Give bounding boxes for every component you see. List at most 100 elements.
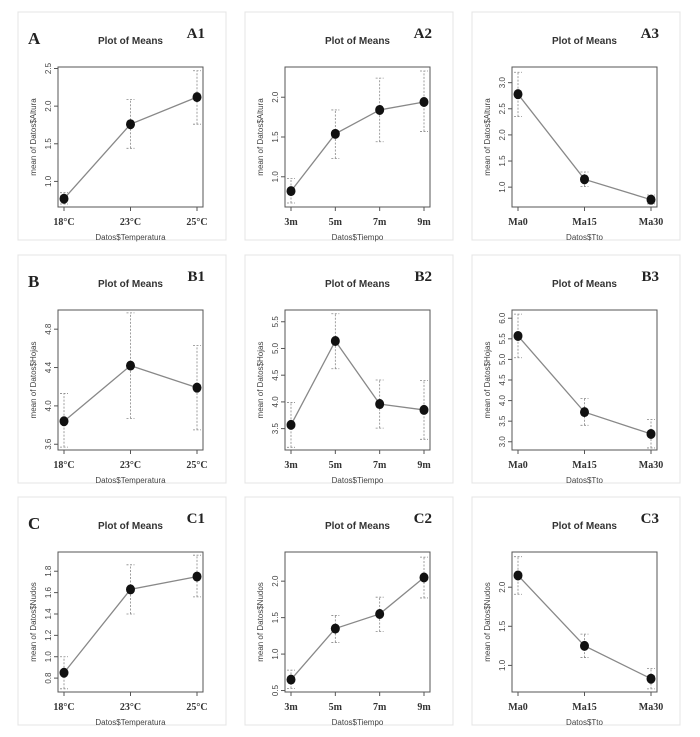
panel-border xyxy=(17,254,227,484)
panel-border xyxy=(244,496,454,726)
panel-label: B3 xyxy=(641,269,659,285)
chart-title: Plot of Means xyxy=(325,279,390,290)
chart-title: Plot of Means xyxy=(325,521,390,532)
x-tick-label: 18°C xyxy=(53,702,74,713)
row-label: C xyxy=(28,514,40,533)
x-tick-label: Ma0 xyxy=(508,702,527,713)
panel-b1: B Plot of Means B1 3.6 4.0 4.4 4.8 mean of Dato… xyxy=(17,254,227,485)
row-label: B xyxy=(28,272,39,291)
chart-title: Plot of Means xyxy=(552,36,617,47)
x-tick-label: 5m xyxy=(329,702,343,713)
chart-title: Plot of Means xyxy=(98,36,163,47)
panel-b2: Plot of Means B2 3.5 4.0 4.5 5.0 5.5 mean of Da… xyxy=(244,254,454,485)
mean-line xyxy=(290,577,425,681)
y-tick-label: 1.0 xyxy=(498,659,507,671)
y-tick-label: 5.5 xyxy=(271,316,280,328)
y-axis-label: mean of Datos$Hojas xyxy=(483,342,492,419)
x-axis-label: Datos$Tto xyxy=(566,476,603,485)
y-tick-label: 2.0 xyxy=(498,129,507,141)
panel-c3: Plot of Means C3 1.0 1.5 2.0 mean of Datos$Nu… xyxy=(471,496,681,727)
x-axis-label: Datos$Temperatura xyxy=(95,233,166,242)
y-tick-label: 3.5 xyxy=(271,423,280,435)
y-tick-label: 5.5 xyxy=(498,333,507,345)
mean-point xyxy=(286,186,296,197)
x-tick-label: Ma30 xyxy=(639,460,663,471)
x-tick-label: 18°C xyxy=(53,217,74,228)
mean-point xyxy=(126,119,135,130)
x-tick-label: Ma0 xyxy=(508,217,527,228)
mean-point xyxy=(286,674,296,685)
y-tick-label: 1.0 xyxy=(44,175,53,187)
mean-line xyxy=(290,339,425,426)
x-axis-label: Datos$Tiempo xyxy=(332,476,384,485)
panel-label: A2 xyxy=(414,26,432,42)
mean-point xyxy=(330,335,340,346)
y-axis-label: mean of Datos$Nudos xyxy=(256,582,265,662)
y-tick-label: 1.0 xyxy=(271,171,280,183)
panel-a2: Plot of Means A2 1.0 1.5 2.0 mean of Datos$Al… xyxy=(244,11,454,242)
y-axis-label: mean of Datos$Hojas xyxy=(29,342,38,419)
mean-point xyxy=(330,623,340,634)
y-tick-label: 4.0 xyxy=(498,394,507,406)
y-tick-label: 1.0 xyxy=(44,651,53,663)
mean-point xyxy=(513,570,523,581)
mean-point xyxy=(375,104,385,115)
panel-label: C3 xyxy=(641,511,659,527)
y-tick-label: 2.0 xyxy=(271,575,280,587)
y-tick-label: 3.6 xyxy=(44,438,53,450)
y-tick-label: 2.0 xyxy=(271,91,280,103)
chart-title: Plot of Means xyxy=(98,279,163,290)
mean-point xyxy=(126,584,135,595)
mean-point xyxy=(375,399,385,410)
y-axis-label: mean of Datos$Nudos xyxy=(29,582,38,662)
x-tick-label: 25°C xyxy=(186,217,207,228)
panel-border xyxy=(471,254,681,484)
y-tick-label: 3.0 xyxy=(498,436,507,448)
panel-label: C2 xyxy=(414,511,432,527)
panel-label: A3 xyxy=(641,26,659,42)
x-tick-label: 23°C xyxy=(120,217,141,228)
mean-point xyxy=(646,428,656,439)
y-tick-label: 2.5 xyxy=(44,62,53,74)
mean-point xyxy=(192,382,202,393)
y-tick-label: 1.4 xyxy=(44,608,53,620)
chart-title: Plot of Means xyxy=(552,279,617,290)
y-tick-label: 1.0 xyxy=(498,181,507,193)
x-tick-label: 7m xyxy=(373,460,387,471)
mean-point xyxy=(375,608,385,619)
y-axis-label: mean of Datos$Altura xyxy=(256,98,265,176)
y-tick-label: 1.5 xyxy=(271,131,280,143)
x-tick-label: 7m xyxy=(373,217,387,228)
mean-point xyxy=(192,92,202,103)
panel-a3: Plot of Means A3 1.0 1.5 2.0 2.5 3.0 mean of Da… xyxy=(471,11,681,242)
y-tick-label: 1.2 xyxy=(44,629,53,641)
y-axis-label: mean of Datos$Altura xyxy=(29,98,38,176)
y-tick-label: 4.5 xyxy=(498,374,507,386)
mean-point xyxy=(419,97,429,107)
mean-point xyxy=(126,360,135,371)
y-tick-label: 4.4 xyxy=(44,361,53,373)
y-axis-label: mean of Datos$Nudos xyxy=(483,582,492,662)
x-tick-label: 7m xyxy=(373,702,387,713)
panel-c1: C Plot of Means C1 0.8 1.0 1.2 1.4 1.6 1.8 mean o… xyxy=(17,496,227,727)
y-tick-label: 1.8 xyxy=(44,565,53,577)
panel-border xyxy=(471,496,681,726)
x-tick-label: 3m xyxy=(284,460,298,471)
panel-label: B2 xyxy=(414,269,432,285)
x-tick-label: Ma15 xyxy=(572,217,596,228)
x-tick-label: 9m xyxy=(417,217,431,228)
x-tick-label: 5m xyxy=(329,460,343,471)
y-tick-label: 2.0 xyxy=(498,581,507,593)
y-tick-label: 1.6 xyxy=(44,587,53,599)
panel-border xyxy=(471,11,681,241)
chart-title: Plot of Means xyxy=(98,521,163,532)
x-tick-label: 3m xyxy=(284,217,298,228)
mean-line xyxy=(290,101,425,192)
panel-border xyxy=(244,254,454,484)
x-axis-label: Datos$Tto xyxy=(566,718,603,727)
panel-border xyxy=(17,11,227,241)
y-tick-label: 4.5 xyxy=(271,369,280,381)
x-tick-label: 23°C xyxy=(120,460,141,471)
mean-point xyxy=(59,416,69,427)
mean-point xyxy=(580,174,589,185)
